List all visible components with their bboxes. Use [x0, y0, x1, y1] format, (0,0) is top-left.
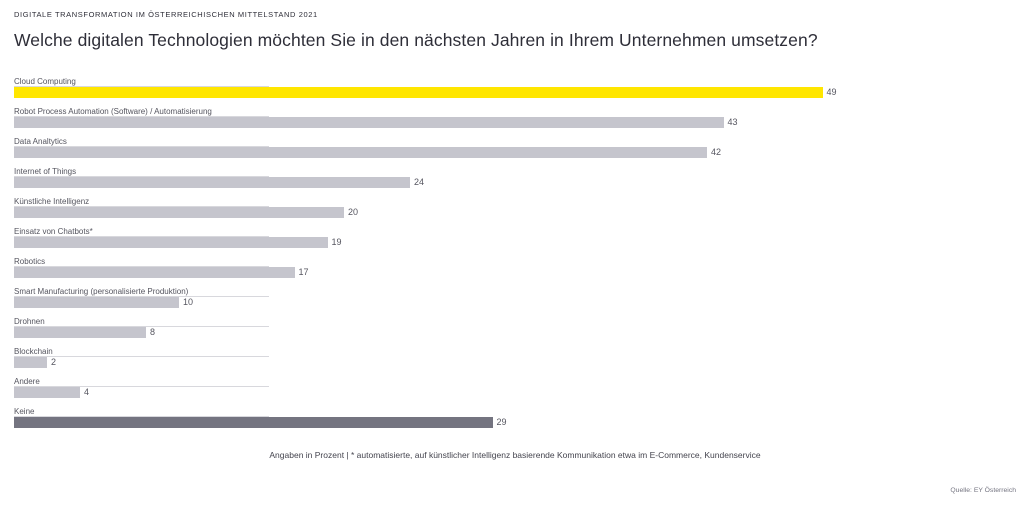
bar-track: 4: [14, 387, 1016, 398]
category-label: Einsatz von Chatbots*: [14, 227, 269, 237]
report-kicker: DIGITALE TRANSFORMATION IM ÖSTERREICHISC…: [14, 10, 318, 19]
category-label: Robotics: [14, 257, 269, 267]
bar-row: Data Analtytics 42: [14, 137, 1016, 167]
bar-chart: Cloud Computing 49 Robot Process Automatio…: [14, 77, 1016, 437]
value-label: 2: [51, 357, 57, 367]
bar-track: 43: [14, 117, 1016, 128]
bar-track: 24: [14, 177, 1016, 188]
bar-row: Künstliche Intelligenz 20: [14, 197, 1016, 227]
category-label: Robot Process Automation (Software) / Au…: [14, 107, 269, 117]
bar: [14, 297, 179, 308]
value-label: 10: [183, 297, 194, 307]
bar-track: 19: [14, 237, 1016, 248]
bar: [14, 87, 823, 98]
value-label: 8: [150, 327, 156, 337]
bar: [14, 417, 493, 428]
bar: [14, 177, 410, 188]
category-label: Künstliche Intelligenz: [14, 197, 269, 207]
bar-row: Internet of Things 24: [14, 167, 1016, 197]
chart-title: Welche digitalen Technologien möchten Si…: [14, 30, 818, 50]
bar-row: Drohnen 8: [14, 317, 1016, 347]
category-label: Keine: [14, 407, 269, 417]
bar-track: 10: [14, 297, 1016, 308]
value-label: 19: [331, 237, 342, 247]
bar-track: 29: [14, 417, 1016, 428]
category-label: Smart Manufacturing (personalisierte Pro…: [14, 287, 269, 297]
bar-row: Robot Process Automation (Software) / Au…: [14, 107, 1016, 137]
value-label: 43: [727, 117, 738, 127]
bar-track: 2: [14, 357, 1016, 368]
bar-row: Smart Manufacturing (personalisierte Pro…: [14, 287, 1016, 317]
bar: [14, 357, 47, 368]
value-label: 17: [298, 267, 309, 277]
bar: [14, 207, 344, 218]
value-label: 49: [826, 87, 837, 97]
bar-track: 49: [14, 87, 1016, 98]
bar: [14, 237, 328, 248]
bar: [14, 327, 146, 338]
value-label: 24: [414, 177, 425, 187]
category-label: Drohnen: [14, 317, 269, 327]
footnote: Angaben in Prozent | * automatisierte, a…: [269, 450, 761, 460]
bar: [14, 147, 707, 158]
source-credit: Quelle: EY Österreich: [950, 487, 1016, 494]
category-label: Cloud Computing: [14, 77, 269, 87]
bar-track: 8: [14, 327, 1016, 338]
category-label: Data Analtytics: [14, 137, 269, 147]
value-label: 20: [348, 207, 359, 217]
bar-track: 20: [14, 207, 1016, 218]
bar-row: Andere 4: [14, 377, 1016, 407]
category-label: Internet of Things: [14, 167, 269, 177]
bar-row: Robotics 17: [14, 257, 1016, 287]
value-label: 42: [711, 147, 722, 157]
bar-row: Einsatz von Chatbots* 19: [14, 227, 1016, 257]
value-label: 4: [84, 387, 90, 397]
bar: [14, 267, 295, 278]
value-label: 29: [496, 417, 507, 427]
bar-track: 17: [14, 267, 1016, 278]
bar: [14, 387, 80, 398]
bar-row: Keine 29: [14, 407, 1016, 437]
category-label: Blockchain: [14, 347, 269, 357]
bar: [14, 117, 724, 128]
bar-track: 42: [14, 147, 1016, 158]
bar-row: Blockchain 2: [14, 347, 1016, 377]
category-label: Andere: [14, 377, 269, 387]
bar-row: Cloud Computing 49: [14, 77, 1016, 107]
